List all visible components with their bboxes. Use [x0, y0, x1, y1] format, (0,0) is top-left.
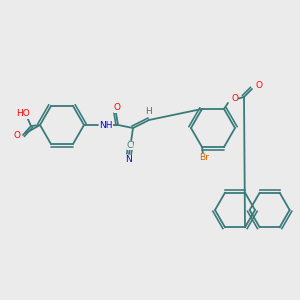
Text: O: O	[13, 130, 20, 140]
Text: Br: Br	[199, 153, 209, 162]
Text: C: C	[127, 140, 133, 149]
Text: O: O	[113, 103, 121, 112]
Text: O: O	[231, 94, 238, 103]
Text: NH: NH	[99, 121, 112, 130]
Text: H: H	[145, 107, 152, 116]
Text: O: O	[256, 81, 263, 90]
Text: HO: HO	[16, 110, 30, 118]
Text: N: N	[124, 154, 131, 164]
